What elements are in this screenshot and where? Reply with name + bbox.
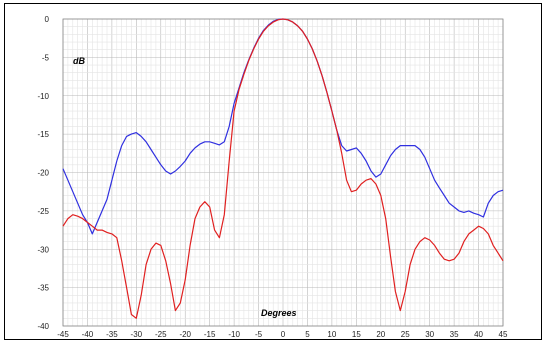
- x-tick-label: -45: [57, 330, 69, 339]
- x-tick-label: -30: [131, 330, 143, 339]
- y-tick-label: -30: [37, 245, 49, 254]
- y-tick-label: -5: [42, 53, 50, 62]
- y-axis-label: dB: [73, 56, 85, 66]
- y-tick-label: -25: [37, 207, 49, 216]
- x-tick-label: 10: [327, 330, 336, 339]
- x-tick-label: 25: [401, 330, 410, 339]
- grid: [62, 18, 504, 327]
- x-tick-label: -10: [228, 330, 240, 339]
- y-tick-label: -10: [37, 92, 49, 101]
- x-tick-label: -20: [179, 330, 191, 339]
- x-tick-label: 30: [425, 330, 434, 339]
- x-tick-label: 20: [376, 330, 385, 339]
- x-tick-label: -15: [204, 330, 216, 339]
- series-lines: [62, 18, 504, 319]
- series-line-2: [62, 18, 504, 319]
- x-tick-label: 45: [499, 330, 508, 339]
- chart-frame: -45 -40 -35 -30 -25 -20 -15 -10 -5 0 5 10 15 20 25 30 35…: [4, 3, 542, 340]
- y-tick-label: -20: [37, 169, 49, 178]
- x-tick-label: -35: [106, 330, 118, 339]
- x-tick-label: -25: [155, 330, 167, 339]
- x-tick-label: 35: [450, 330, 459, 339]
- y-tick-label: 0: [45, 15, 50, 24]
- x-tick-label: 40: [474, 330, 483, 339]
- x-tick-label: -40: [82, 330, 94, 339]
- x-tick-label: 5: [305, 330, 310, 339]
- y-tick-label: -15: [37, 130, 49, 139]
- y-tick-labels: 0 -5 -10 -15 -20 -25 -30 -35 -40: [37, 15, 49, 331]
- x-tick-labels: -45 -40 -35 -30 -25 -20 -15 -10 -5 0 5 10 15 20 25 30 35…: [57, 330, 508, 339]
- x-tick-label: 15: [352, 330, 361, 339]
- x-tick-label: 0: [281, 330, 286, 339]
- line-chart: -45 -40 -35 -30 -25 -20 -15 -10 -5 0 5 10 15 20 25 30 35…: [37, 15, 508, 339]
- x-tick-label: -5: [255, 330, 263, 339]
- x-axis-label: Degrees: [261, 308, 297, 318]
- y-tick-label: -40: [37, 322, 49, 331]
- y-tick-label: -35: [37, 284, 49, 293]
